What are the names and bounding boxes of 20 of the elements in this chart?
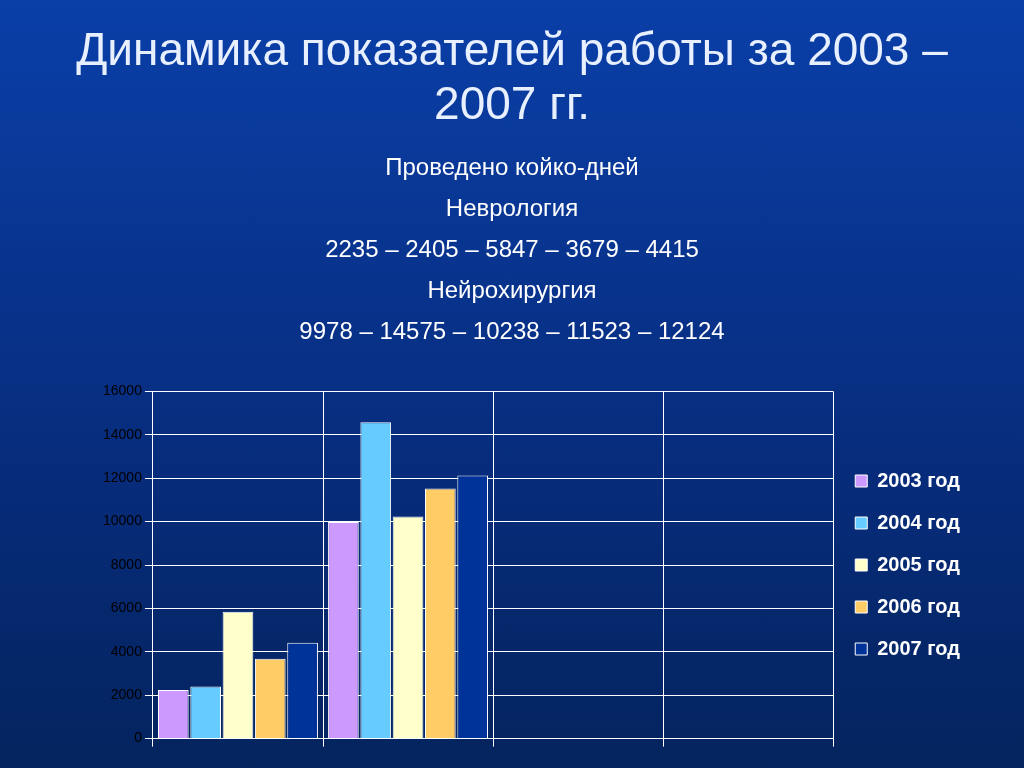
legend-label: 2004 год: [877, 510, 961, 533]
y-tick-label: 6000: [110, 599, 143, 616]
text: Нейрохирургия: [426, 275, 598, 305]
y-tick-label: 0: [134, 729, 143, 746]
y-tick-label: 4000: [110, 642, 143, 659]
chart-subtitle: Проведено койко-дней: [384, 152, 640, 182]
legend-label: 2003 год: [877, 468, 961, 491]
legend-label: 2007 год: [877, 636, 961, 659]
legend-label: 2005 год: [877, 552, 961, 575]
legend-label: 2006 год: [877, 594, 961, 617]
y-tick-label: 10000: [102, 512, 143, 529]
text: 9978 – 14575 – 10238 – 11523 – 12124: [298, 316, 726, 346]
y-tick-label: 16000: [102, 382, 143, 399]
text: 2235 – 2405 – 5847 – 3679 – 4415: [324, 234, 700, 264]
y-tick-label: 8000: [110, 555, 143, 572]
y-tick-label: 14000: [102, 425, 143, 442]
y-tick-label: 12000: [102, 469, 143, 486]
text: Неврология: [444, 193, 580, 223]
y-tick-label: 2000: [110, 686, 143, 703]
chart-title: Динамика показателей работы за 2003 – 2007 гг.: [75, 22, 949, 130]
